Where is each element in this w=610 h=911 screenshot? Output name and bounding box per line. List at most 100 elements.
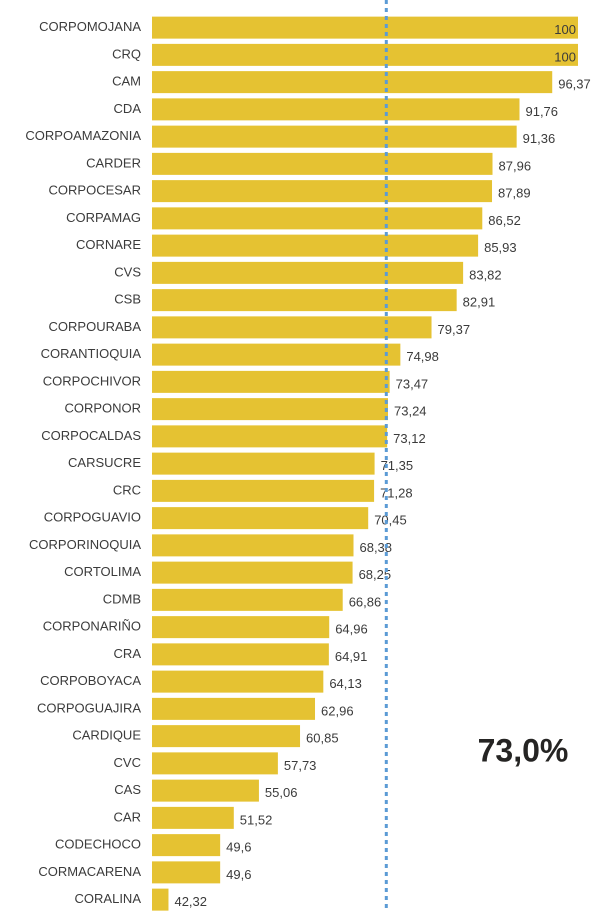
- category-label: CVS: [114, 264, 141, 279]
- value-label: 57,73: [284, 758, 317, 773]
- bar: [152, 152, 493, 175]
- bar: [152, 234, 479, 257]
- value-label: 96,37: [558, 77, 591, 92]
- bar: [152, 370, 390, 393]
- category-label: CORPONOR: [64, 401, 141, 416]
- category-label: CORANTIOQUIA: [41, 346, 142, 361]
- bar: [152, 180, 493, 203]
- value-label: 73,12: [393, 431, 426, 446]
- bar: [152, 806, 234, 829]
- bar: [152, 779, 259, 802]
- value-label: 64,96: [335, 622, 368, 637]
- category-label: CORPAMAG: [66, 210, 141, 225]
- value-label: 87,96: [499, 158, 532, 173]
- category-label: CORPOCESAR: [49, 183, 141, 198]
- value-label: 71,35: [381, 458, 414, 473]
- bar: [152, 834, 221, 857]
- bar: [152, 43, 578, 66]
- value-label: 86,52: [488, 213, 521, 228]
- bar: [152, 207, 483, 230]
- bar: [152, 752, 278, 775]
- category-label: CORPOCALDAS: [41, 428, 141, 443]
- category-label: CRQ: [112, 46, 141, 61]
- category-label: CARDER: [86, 155, 141, 170]
- bar: [152, 725, 301, 748]
- bar: [152, 398, 389, 421]
- value-label: 62,96: [321, 703, 354, 718]
- category-label: CODECHOCO: [55, 837, 141, 852]
- category-label: CORPOBOYACA: [40, 673, 141, 688]
- value-label: 64,91: [335, 649, 368, 664]
- category-label: CORTOLIMA: [64, 564, 141, 579]
- bar: [152, 479, 375, 502]
- value-label: 73,24: [394, 404, 427, 419]
- category-label: CAM: [112, 74, 141, 89]
- value-label: 85,93: [484, 240, 517, 255]
- bar: [152, 98, 520, 121]
- bar: [152, 71, 553, 94]
- reference-value: 73,0%: [478, 732, 569, 768]
- category-label: CVC: [114, 755, 141, 770]
- bar: [152, 643, 329, 666]
- value-label: 51,52: [240, 812, 273, 827]
- value-label: 100: [554, 22, 576, 37]
- category-label: CORNARE: [76, 237, 141, 252]
- value-label: 42,32: [174, 894, 207, 909]
- value-label: 91,36: [523, 131, 556, 146]
- value-label: 68,38: [359, 540, 392, 555]
- value-label: 70,45: [374, 513, 407, 528]
- category-label: CRC: [113, 482, 141, 497]
- bar: [152, 261, 464, 284]
- bar: [152, 343, 401, 366]
- value-label: 55,06: [265, 785, 298, 800]
- category-label: CORPOAMAZONIA: [25, 128, 141, 143]
- bar: [152, 670, 324, 693]
- value-label: 49,6: [226, 867, 251, 882]
- category-label: CDA: [114, 101, 142, 116]
- category-label: CARDIQUE: [72, 728, 141, 743]
- bar: [152, 125, 517, 148]
- value-label: 83,82: [469, 267, 502, 282]
- value-label: 74,98: [406, 349, 439, 364]
- bar: [152, 588, 343, 611]
- value-label: 100: [554, 49, 576, 64]
- category-label: CORMACARENA: [38, 864, 141, 879]
- category-label: CARSUCRE: [68, 455, 141, 470]
- category-label: CSB: [114, 292, 141, 307]
- bar: [152, 425, 388, 448]
- bar: [152, 452, 375, 475]
- bar: [152, 507, 369, 530]
- value-label: 71,28: [380, 485, 413, 500]
- value-label: 87,89: [498, 186, 531, 201]
- value-label: 82,91: [463, 295, 496, 310]
- category-label: CORPONARIÑO: [43, 619, 141, 634]
- category-label: CORALINA: [75, 891, 142, 906]
- category-label: CORPORINOQUIA: [29, 537, 141, 552]
- category-label: CORPOCHIVOR: [43, 373, 141, 388]
- category-label: CAR: [114, 809, 141, 824]
- value-label: 49,6: [226, 840, 251, 855]
- value-label: 91,76: [525, 104, 558, 119]
- value-label: 64,13: [329, 676, 362, 691]
- category-label: CAS: [114, 782, 141, 797]
- bar: [152, 316, 432, 339]
- category-label: CORPOMOJANA: [39, 19, 141, 34]
- bar: [152, 16, 578, 39]
- bar: [152, 861, 221, 884]
- value-label: 68,25: [359, 567, 392, 582]
- category-label: CORPOGUAJIRA: [37, 700, 141, 715]
- value-label: 79,37: [438, 322, 471, 337]
- category-label: CORPOGUAVIO: [44, 510, 141, 525]
- value-label: 66,86: [349, 594, 382, 609]
- value-label: 73,47: [396, 376, 429, 391]
- category-label: CRA: [114, 646, 142, 661]
- bar: [152, 616, 330, 639]
- bar: [152, 697, 316, 720]
- bar: [152, 534, 354, 557]
- bar: [152, 561, 353, 584]
- bar: [152, 289, 457, 312]
- bar: [152, 888, 169, 911]
- value-label: 60,85: [306, 731, 339, 746]
- category-label: CORPOURABA: [49, 319, 142, 334]
